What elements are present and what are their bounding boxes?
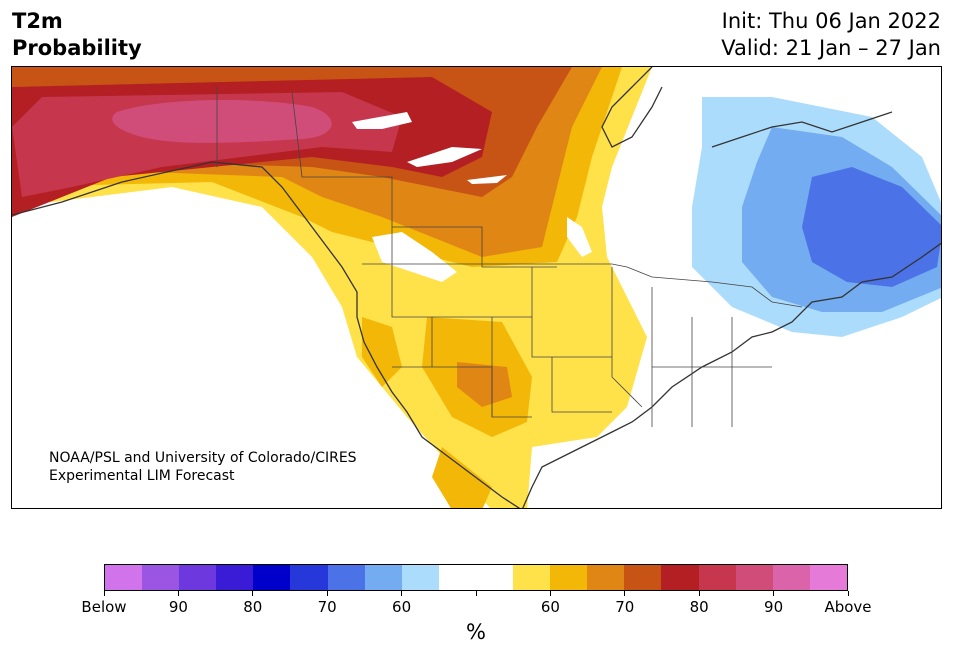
map-canvas — [12, 67, 941, 508]
coastlines — [12, 67, 941, 508]
map-title: T2m Probability — [12, 8, 142, 62]
colorbar-tick-label: Below — [81, 598, 127, 616]
colorbar-tick-label: 60 — [392, 598, 412, 616]
colorbar-segment — [661, 565, 699, 590]
borders — [216, 87, 803, 427]
region-below-70 — [802, 167, 941, 287]
colorbar-tick — [624, 591, 626, 596]
lake-great-bear — [352, 112, 412, 129]
colorbar-segment — [105, 565, 143, 590]
colorbar-tick — [326, 591, 328, 596]
colorbar-tick-label: 80 — [689, 598, 709, 616]
colorbar-tick-label: 90 — [764, 598, 784, 616]
credit-line-2: Experimental LIM Forecast — [49, 468, 235, 484]
credit-text: NOAA/PSL and University of Colorado/CIRE… — [49, 449, 357, 485]
colorbar-tick — [475, 591, 477, 596]
colorbar-segment — [513, 565, 551, 590]
colorbar-tick — [401, 591, 403, 596]
credit-line-1: NOAA/PSL and University of Colorado/CIRE… — [49, 450, 357, 466]
region-above-90 — [112, 100, 332, 143]
colorbar — [104, 564, 848, 591]
colorbar-segment — [364, 565, 402, 590]
title-line-1: T2m — [12, 9, 63, 33]
colorbar-segment — [772, 565, 810, 590]
lake-athabasca — [467, 175, 507, 184]
colorbar-tick — [549, 591, 551, 596]
colorbar-tick-label: Above — [824, 598, 872, 616]
colorbar-segment — [216, 565, 254, 590]
colorbar-segment — [587, 565, 625, 590]
colorbar-segment — [809, 565, 847, 590]
colorbar-segment — [550, 565, 588, 590]
neutral-patch-west — [372, 232, 457, 282]
colorbar-tick-label: 60 — [540, 598, 560, 616]
colorbar-segment — [735, 565, 773, 590]
colorbar-segment — [327, 565, 365, 590]
colorbar-segment — [624, 565, 662, 590]
lake-great-slave — [407, 147, 482, 167]
forecast-map — [11, 66, 942, 509]
colorbar-segment — [475, 565, 514, 590]
colorbar-tick — [103, 591, 105, 596]
colorbar-segment — [142, 565, 180, 590]
colorbar-segment — [698, 565, 736, 590]
colorbar-tick-label: 80 — [243, 598, 263, 616]
colorbar-tick — [698, 591, 700, 596]
colorbar-tick-label: 70 — [317, 598, 337, 616]
colorbar-segment — [438, 565, 476, 590]
init-date: Init: Thu 06 Jan 2022 — [721, 9, 941, 33]
colorbar-unit: % — [466, 620, 486, 644]
date-info: Init: Thu 06 Jan 2022 Valid: 21 Jan – 27… — [721, 8, 941, 62]
colorbar-segment — [401, 565, 439, 590]
title-line-2: Probability — [12, 36, 142, 60]
colorbar-tick — [177, 591, 179, 596]
colorbar-tick — [773, 591, 775, 596]
colorbar-tick — [252, 591, 254, 596]
colorbar-tick-label: 90 — [168, 598, 188, 616]
colorbar-segment — [253, 565, 291, 590]
valid-range: Valid: 21 Jan – 27 Jan — [721, 36, 941, 60]
colorbar-segment — [179, 565, 217, 590]
lake-winnipeg — [567, 217, 592, 257]
colorbar-tick — [847, 591, 849, 596]
colorbar-tick-label: 70 — [615, 598, 635, 616]
colorbar-segment — [290, 565, 328, 590]
